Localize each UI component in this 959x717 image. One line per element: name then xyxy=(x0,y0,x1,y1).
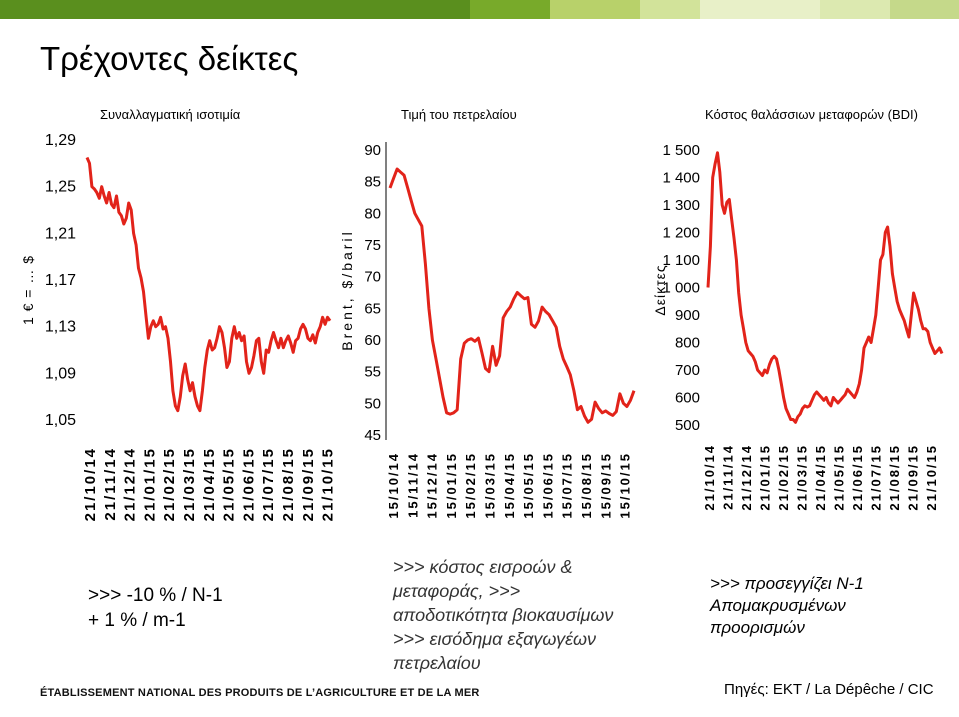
chart-title-exchange-rate: Συναλλαγματική ισοτιμία xyxy=(100,107,241,122)
sources-footer: Πηγές: ΕΚΤ / La Dépêche / CIC xyxy=(724,681,934,698)
top-band-segment xyxy=(550,0,640,19)
x-tick-label: 15/07/15 xyxy=(560,452,575,519)
x-tick-label: 21/07/15 xyxy=(869,444,884,511)
chart-title-oil-price: Τιμή του πετρελαίου xyxy=(401,107,517,122)
y-tick-label: 1,21 xyxy=(45,225,76,242)
x-tick-label: 21/03/15 xyxy=(795,444,810,511)
x-tick-label: 15/02/15 xyxy=(463,452,478,519)
x-tick-label: 21/10/15 xyxy=(924,444,939,511)
x-tick-label: 21/05/15 xyxy=(221,447,238,521)
y-tick-label: 75 xyxy=(364,237,381,254)
chart-title-bdi: Κόστος θαλάσσιων μεταφορών (BDI) xyxy=(705,107,918,122)
top-band-segment xyxy=(470,0,550,19)
x-tick-label: 21/03/15 xyxy=(181,447,198,521)
y-tick-label: 65 xyxy=(364,300,381,317)
agency-footer: ÉTABLISSEMENT NATIONAL DES PRODUITS DE L… xyxy=(40,687,480,699)
y-axis-label: Δείκτες xyxy=(652,264,668,315)
y-tick-label: 1,09 xyxy=(45,365,76,382)
y-tick-label: 45 xyxy=(364,427,381,444)
x-tick-label: 21/01/15 xyxy=(141,447,158,521)
note-exchange-rate: >>> -10 % / N-1 + 1 % / m-1 xyxy=(88,585,223,631)
top-band-segment xyxy=(0,0,470,19)
y-tick-label: 90 xyxy=(364,142,381,159)
y-tick-label: 1 300 xyxy=(662,197,700,214)
top-color-band xyxy=(0,0,959,19)
y-tick-label: 55 xyxy=(364,364,381,381)
x-tick-label: 21/07/15 xyxy=(260,447,277,521)
x-tick-label: 21/08/15 xyxy=(887,444,902,511)
x-tick-label: 21/10/14 xyxy=(82,447,99,521)
top-band-segment xyxy=(820,0,890,19)
x-tick-label: 21/12/14 xyxy=(739,444,754,511)
x-tick-label: 21/01/15 xyxy=(758,444,773,511)
x-tick-label: 21/02/15 xyxy=(161,447,178,521)
x-tick-label: 21/04/15 xyxy=(813,444,828,511)
page-title: Τρέχοντες δείκτες xyxy=(40,40,299,77)
y-tick-label: 1 500 xyxy=(662,142,700,159)
x-tick-label: 21/09/15 xyxy=(300,447,317,521)
exchange-rate-chart: 1,29 1,25 1,21 1,17 1,13 1,09 1,05 1 € = … $ 21/… xyxy=(20,132,337,521)
note-bdi: >>> προσεγγίζει N-1 Απομακρυσμένων προορ… xyxy=(710,574,864,637)
y-tick-label: 800 xyxy=(675,335,700,352)
y-tick-label: 85 xyxy=(364,174,381,191)
y-tick-label: 1,25 xyxy=(45,179,76,196)
x-tick-label: 21/12/14 xyxy=(122,447,139,521)
x-tick-label: 21/06/15 xyxy=(850,444,865,511)
y-tick-label: 1,13 xyxy=(45,319,76,336)
y-tick-label: 1,17 xyxy=(45,272,76,289)
top-band-segment xyxy=(700,0,820,19)
y-tick-label: 1,29 xyxy=(45,132,76,149)
x-tick-label: 15/10/14 xyxy=(386,452,401,519)
y-tick-label: 50 xyxy=(364,395,381,412)
x-tick-label: 15/11/14 xyxy=(405,452,420,518)
x-tick-label: 21/10/14 xyxy=(702,444,717,511)
y-tick-label: 1,05 xyxy=(45,412,76,429)
note-oil-price: >>> κόστος εισροών & μεταφοράς, >>> αποδ… xyxy=(393,557,614,673)
x-tick-label: 15/04/15 xyxy=(502,452,517,519)
x-tick-label: 21/02/15 xyxy=(776,444,791,511)
x-tick-label: 21/08/15 xyxy=(280,447,297,521)
y-axis-label: Brent, $/baril xyxy=(339,229,355,350)
x-tick-label: 21/11/14 xyxy=(102,447,119,521)
y-tick-label: 1 200 xyxy=(662,225,700,242)
y-axis-label: 1 € = … $ xyxy=(20,255,36,325)
x-tick-label: 15/12/14 xyxy=(425,452,440,519)
x-tick-label: 15/09/15 xyxy=(598,452,613,519)
oil-price-chart: 90 85 80 75 70 65 60 55 50 45 Brent, $/baril 15/10/… xyxy=(339,142,636,519)
y-tick-label: 500 xyxy=(675,417,700,434)
y-tick-label: 1 100 xyxy=(662,252,700,269)
series-line xyxy=(85,156,332,413)
y-tick-label: 60 xyxy=(364,332,381,349)
series-line xyxy=(706,151,944,424)
x-tick-label: 15/08/15 xyxy=(579,452,594,519)
series-line xyxy=(388,167,636,424)
top-band-segment xyxy=(890,0,959,19)
y-tick-label: 700 xyxy=(675,362,700,379)
bdi-chart: 1 500 1 400 1 300 1 200 1 100 1 000 900 800 700 6… xyxy=(652,142,944,511)
x-tick-label: 21/10/15 xyxy=(320,447,337,521)
y-tick-label: 1 400 xyxy=(662,170,700,187)
x-tick-label: 15/06/15 xyxy=(540,452,555,519)
x-tick-label: 21/09/15 xyxy=(906,444,921,511)
top-band-segment xyxy=(640,0,700,19)
x-tick-label: 21/04/15 xyxy=(201,447,218,521)
y-tick-label: 1 000 xyxy=(662,280,700,297)
y-tick-label: 70 xyxy=(364,269,381,286)
x-tick-label: 15/10/15 xyxy=(618,452,633,519)
y-tick-label: 80 xyxy=(364,205,381,222)
x-tick-label: 21/05/15 xyxy=(832,444,847,511)
y-tick-label: 900 xyxy=(675,307,700,324)
x-tick-label: 21/06/15 xyxy=(240,447,257,521)
y-tick-label: 600 xyxy=(675,390,700,407)
x-tick-label: 15/01/15 xyxy=(444,452,459,519)
x-tick-label: 21/11/14 xyxy=(721,444,736,510)
x-tick-label: 15/05/15 xyxy=(521,452,536,519)
x-tick-label: 15/03/15 xyxy=(483,452,498,519)
